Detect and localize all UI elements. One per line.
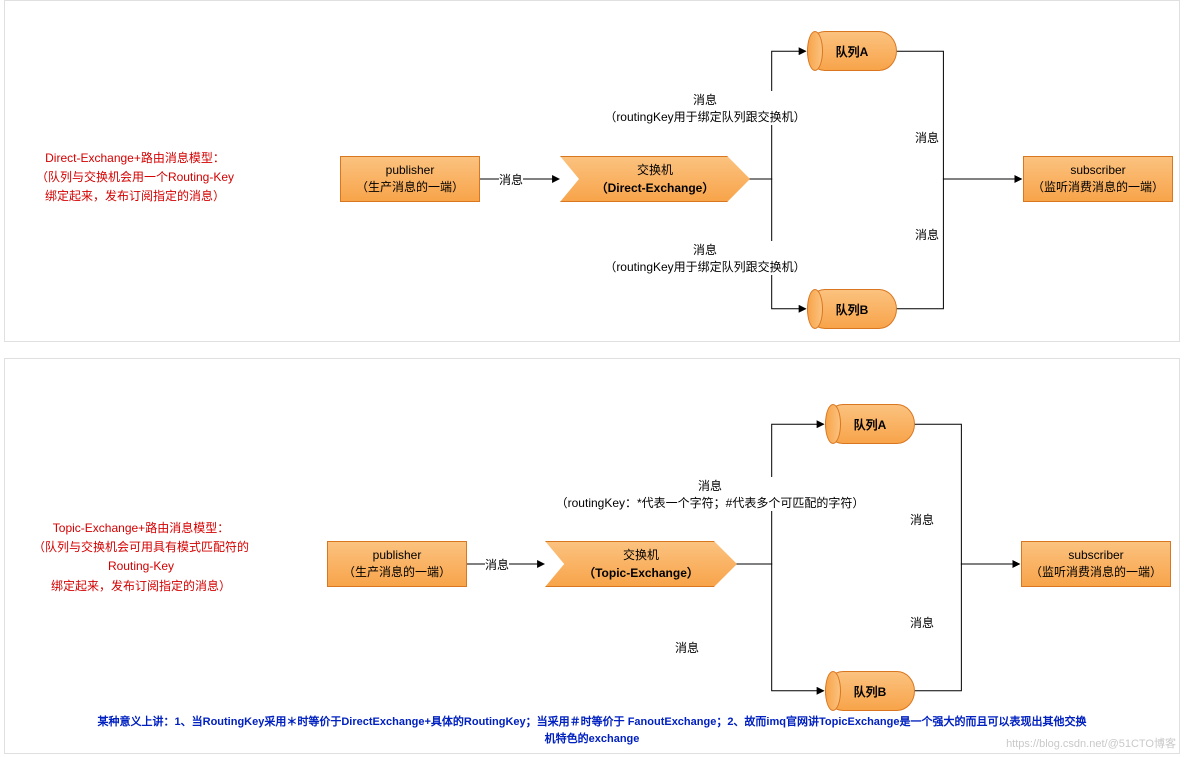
footnote-topic: 某种意义上讲：1、当RoutingKey采用＊时等价于DirectExchang…: [95, 714, 1089, 747]
edge-label: 消息: [485, 556, 509, 573]
edge-label: 消息: [499, 171, 523, 188]
node-exchange-1: 交换机 （Direct-Exchange）: [560, 156, 750, 202]
node-subscriber-2: subscriber （监听消费消息的一端）: [1021, 541, 1171, 587]
edge-label: 消息 （routingKey用于绑定队列跟交换机）: [575, 91, 835, 125]
node-subscriber-1: subscriber （监听消费消息的一端）: [1023, 156, 1173, 202]
node-exchange-2: 交换机 （Topic-Exchange）: [545, 541, 737, 587]
node-queue-b-2: 队列B: [825, 671, 915, 711]
watermark: https://blog.csdn.net/@51CTO博客: [1006, 735, 1176, 751]
edge-label: 消息: [910, 614, 934, 631]
node-publisher-1: publisher （生产消息的一端）: [340, 156, 480, 202]
panel-direct-exchange: Direct-Exchange+路由消息模型： （队列与交换机会用一个Routi…: [4, 0, 1180, 342]
node-publisher-2: publisher （生产消息的一端）: [327, 541, 467, 587]
edge-label: 消息: [675, 639, 699, 656]
node-queue-a-2: 队列A: [825, 404, 915, 444]
node-queue-b-1: 队列B: [807, 289, 897, 329]
edge-label: 消息: [910, 511, 934, 528]
edge-label: 消息 （routingKey用于绑定队列跟交换机）: [575, 241, 835, 275]
desc-direct: Direct-Exchange+路由消息模型： （队列与交换机会用一个Routi…: [11, 149, 259, 207]
desc-topic: Topic-Exchange+路由消息模型： （队列与交换机会可用具有模式匹配符…: [11, 519, 271, 596]
node-queue-a-1: 队列A: [807, 31, 897, 71]
edge-label: 消息: [915, 226, 939, 243]
edge-label: 消息 （routingKey：*代表一个字符；#代表多个可匹配的字符）: [515, 477, 905, 511]
edge-label: 消息: [915, 129, 939, 146]
panel-topic-exchange: Topic-Exchange+路由消息模型： （队列与交换机会可用具有模式匹配符…: [4, 358, 1180, 754]
